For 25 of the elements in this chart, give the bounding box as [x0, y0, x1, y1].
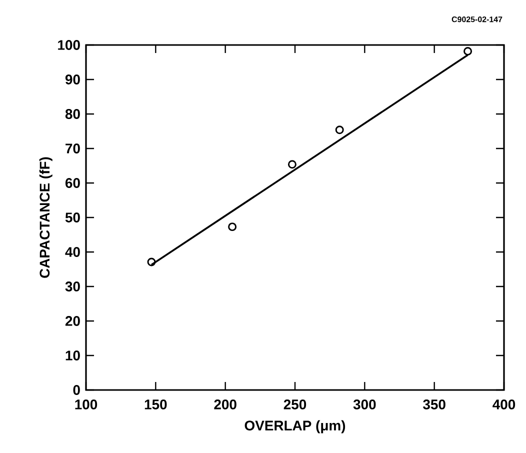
x-tick-label: 250 [284, 400, 306, 410]
x-tick-label: 150 [144, 400, 167, 410]
point [288, 160, 296, 169]
x-tick-label: 350 [423, 400, 446, 410]
point [147, 258, 156, 266]
y-tick-label: 0 [73, 385, 80, 395]
y-tick-label: 80 [65, 109, 80, 119]
x-tick-label: 100 [75, 400, 98, 410]
y-tick-label: 30 [65, 282, 80, 292]
y-tick-label: 50 [65, 212, 80, 222]
y-tick-label: 20 [65, 316, 80, 326]
y-tick-label: 90 [65, 74, 80, 84]
x-axis-title: OVERLAP (μm) [244, 420, 346, 434]
y-tick-label: 70 [66, 144, 80, 154]
x-tick-label: 200 [214, 400, 236, 410]
point [228, 222, 237, 232]
x-tick-label: 300 [353, 400, 376, 410]
point [335, 126, 344, 134]
y-tick-label: 10 [66, 350, 80, 360]
y-tick-label: 60 [65, 178, 80, 188]
x-tick-label: 400 [492, 400, 516, 410]
y-tick-label: 40 [65, 247, 80, 257]
y-tick-label: 100 [58, 40, 80, 50]
point [464, 46, 472, 56]
y-axis-title: CAPACTANCE (fF) [39, 157, 52, 278]
